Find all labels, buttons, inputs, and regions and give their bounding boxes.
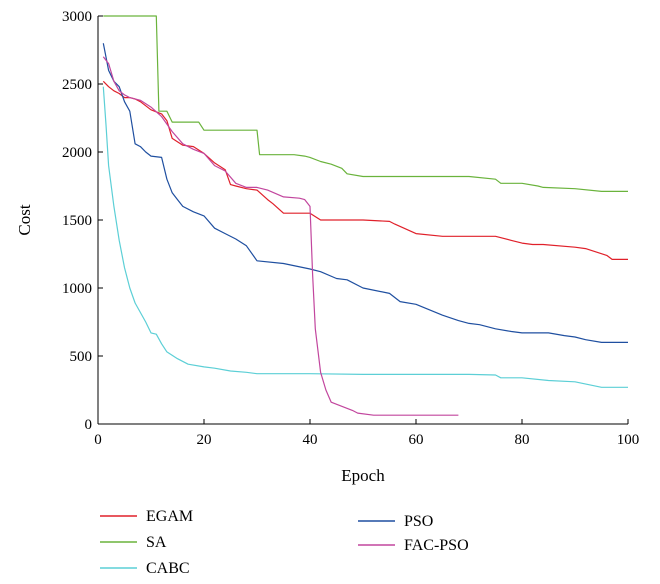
y-tick-label: 0 — [85, 417, 93, 433]
series-group — [102, 15, 628, 416]
y-tick-label: 1500 — [62, 213, 92, 229]
y-tick-label: 2000 — [62, 145, 92, 161]
x-tick-label: 40 — [303, 432, 318, 448]
legend: EGAM SA CABC PSO FAC-PSO — [100, 508, 469, 577]
y-tick-label: 3000 — [62, 9, 92, 25]
y-tick-label: 1000 — [62, 281, 92, 297]
legend-label: PSO — [404, 513, 433, 530]
x-tick-label: 20 — [197, 432, 212, 448]
legend-label: EGAM — [146, 508, 193, 525]
legend-label: CABC — [146, 560, 190, 577]
x-tick-label: 0 — [94, 432, 102, 448]
legend-label: SA — [146, 534, 167, 551]
y-tick-label: 500 — [70, 349, 93, 365]
x-tick-label: 100 — [617, 432, 640, 448]
series-line-egam — [102, 80, 628, 260]
series-line-sa — [103, 15, 628, 192]
legend-label: FAC-PSO — [404, 537, 469, 554]
x-tick-label: 60 — [409, 432, 424, 448]
y-ticks: 0 500 1000 1500 2000 2500 3000 — [62, 9, 103, 433]
y-tick-label: 2500 — [62, 77, 92, 93]
x-axis-label: Epoch — [341, 466, 385, 485]
series-line-pso — [102, 43, 628, 343]
x-ticks: 0 20 40 60 80 100 — [94, 419, 639, 448]
y-axis-label: Cost — [15, 204, 34, 235]
series-line-fac-pso — [102, 56, 459, 416]
series-line-cabc — [102, 86, 628, 388]
x-tick-label: 80 — [515, 432, 530, 448]
